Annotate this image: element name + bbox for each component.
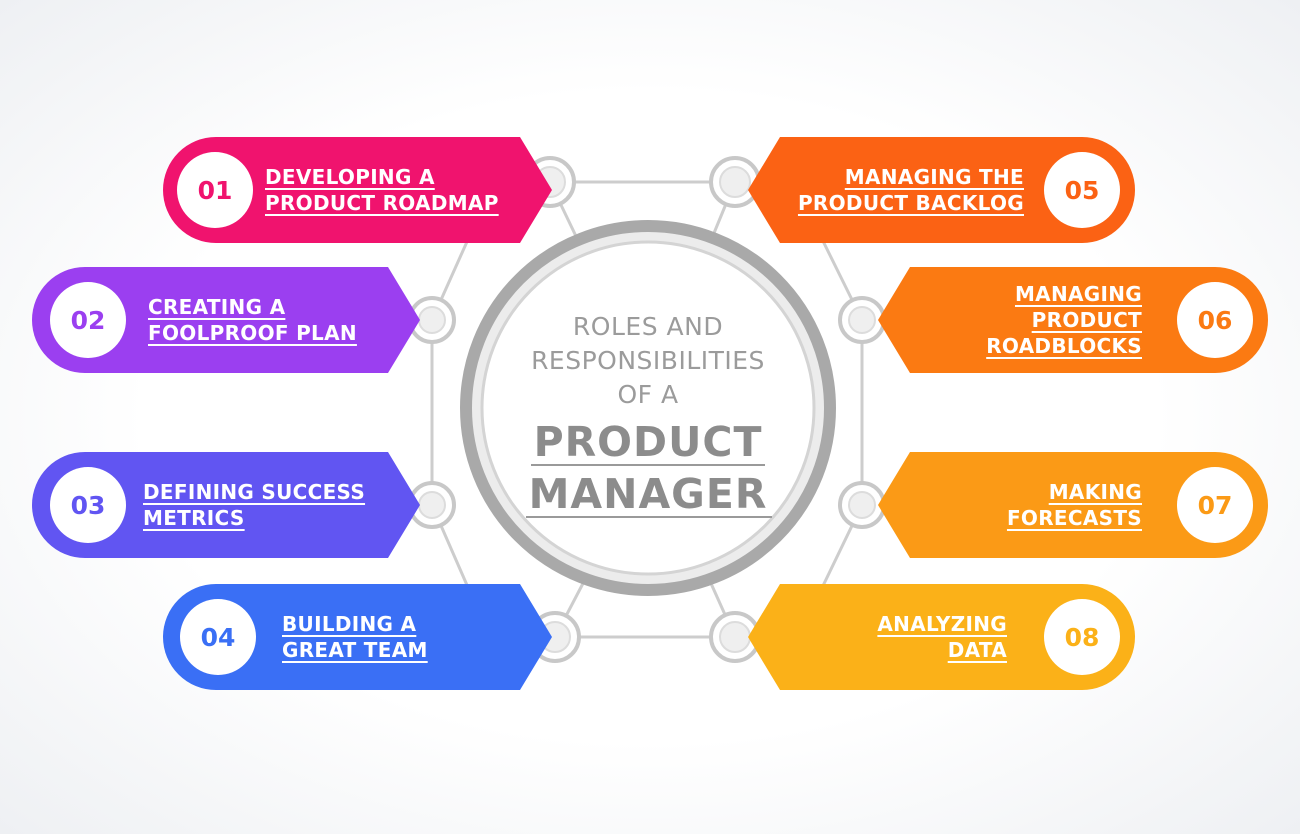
center-line-roles: ROLES AND xyxy=(573,312,723,341)
number-badge-01 xyxy=(177,152,253,228)
role-label-08-line-2: DATA xyxy=(948,638,1008,662)
center-title: ROLES AND RESPONSIBILITIES OF A PRODUCT … xyxy=(526,312,772,518)
center-line-of-a: OF A xyxy=(617,380,678,409)
number-badge-03 xyxy=(50,467,126,543)
role-label-07-line-2: FORECASTS xyxy=(1007,506,1142,530)
role-label-01-line-1: DEVELOPING A xyxy=(265,165,435,189)
role-label-01-line-2: PRODUCT ROADMAP xyxy=(265,191,499,215)
role-label-06-line-1: MANAGING xyxy=(1015,282,1142,306)
number-label-06: 06 xyxy=(1198,306,1233,335)
number-label-05: 05 xyxy=(1065,176,1100,205)
number-badge-04 xyxy=(180,599,256,675)
number-label-01: 01 xyxy=(198,176,233,205)
center-line-product: PRODUCT xyxy=(534,418,763,466)
center-line-manager: MANAGER xyxy=(529,470,768,518)
number-badge-07 xyxy=(1177,467,1253,543)
role-label-06-line-3: ROADBLOCKS xyxy=(986,334,1142,358)
number-badge-05 xyxy=(1044,152,1120,228)
role-label-04-line-2: GREAT TEAM xyxy=(282,638,428,662)
role-label-08-line-1: ANALYZING xyxy=(877,612,1007,636)
number-badge-08 xyxy=(1044,599,1120,675)
number-label-04: 04 xyxy=(201,623,236,652)
center-line-responsibilities: RESPONSIBILITIES xyxy=(531,346,765,375)
number-label-02: 02 xyxy=(71,306,106,335)
role-label-05-line-2: PRODUCT BACKLOG xyxy=(798,191,1024,215)
role-label-03-line-1: DEFINING SUCCESS xyxy=(143,480,365,504)
role-label-05-line-1: MANAGING THE xyxy=(845,165,1024,189)
connector-node-5 xyxy=(709,156,761,208)
role-pill-06 xyxy=(878,267,1268,373)
role-label-07-line-1: MAKING xyxy=(1049,480,1142,504)
center-circle xyxy=(460,220,836,596)
role-label-06-line-2: PRODUCT xyxy=(1032,308,1142,332)
number-badge-06 xyxy=(1177,282,1253,358)
role-label-02-line-1: CREATING A xyxy=(148,295,286,319)
connector-node-8 xyxy=(709,611,761,663)
number-label-03: 03 xyxy=(71,491,106,520)
role-label-03-line-2: METRICS xyxy=(143,506,245,530)
connector-node-6 xyxy=(838,296,886,344)
number-label-07: 07 xyxy=(1198,491,1233,520)
number-badge-02 xyxy=(50,282,126,358)
number-label-08: 08 xyxy=(1065,623,1100,652)
role-label-04-line-1: BUILDING A xyxy=(282,612,417,636)
role-label-02-line-2: FOOLPROOF PLAN xyxy=(148,321,357,345)
connector-node-7 xyxy=(838,481,886,529)
